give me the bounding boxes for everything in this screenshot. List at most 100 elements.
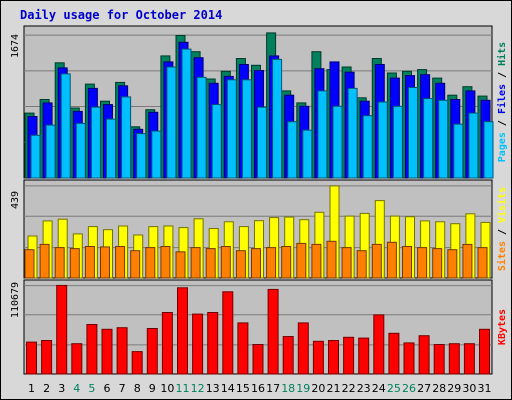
bar-kbytes-26 — [403, 342, 415, 375]
bar-sites-6 — [100, 246, 110, 279]
day-label-20: 20 — [311, 382, 325, 395]
bar-sites-9 — [145, 247, 156, 279]
series-pages — [30, 48, 494, 179]
bar-kbytes-2 — [41, 340, 53, 375]
bar-sites-21 — [326, 240, 337, 279]
bar-pages-14 — [226, 79, 237, 179]
bar-kbytes-27 — [418, 335, 430, 375]
bar-kbytes-28 — [433, 344, 445, 375]
bar-kbytes-8 — [131, 351, 143, 375]
bar-sites-28 — [432, 248, 443, 279]
day-label-29: 29 — [447, 382, 461, 395]
panel-visits_sites: 439 Sites / Visits — [10, 179, 508, 279]
bar-sites-24 — [371, 243, 382, 279]
day-label-16: 16 — [251, 382, 265, 395]
bar-sites-25 — [386, 241, 397, 279]
bar-sites-31 — [477, 247, 488, 279]
bar-kbytes-25 — [388, 332, 400, 375]
bar-sites-1 — [24, 249, 35, 279]
bar-pages-2 — [45, 124, 56, 179]
bar-pages-8 — [136, 133, 147, 179]
bar-pages-18 — [287, 121, 298, 179]
bar-kbytes-17 — [267, 288, 279, 375]
bar-sites-12 — [190, 247, 201, 279]
day-label-6: 6 — [104, 382, 111, 395]
y-max-label: 1674 — [10, 34, 21, 58]
bar-pages-10 — [166, 66, 177, 179]
bar-sites-10 — [160, 246, 171, 279]
legend-entry: Sites — [496, 241, 508, 271]
bar-pages-31 — [483, 121, 494, 179]
bar-pages-15 — [241, 79, 252, 179]
bar-sites-3 — [54, 247, 65, 279]
bar-sites-20 — [311, 243, 322, 279]
series-sites — [24, 240, 488, 279]
bar-sites-8 — [130, 250, 141, 279]
day-label-22: 22 — [342, 382, 356, 395]
bar-pages-5 — [90, 106, 101, 179]
bar-pages-24 — [377, 101, 388, 179]
bar-kbytes-15 — [237, 322, 249, 375]
day-label-8: 8 — [134, 382, 141, 395]
bar-pages-28 — [438, 99, 449, 179]
bar-kbytes-21 — [328, 340, 339, 375]
day-label-9: 9 — [149, 382, 156, 395]
bar-kbytes-5 — [86, 324, 98, 375]
bar-pages-23 — [362, 115, 373, 179]
bar-pages-26 — [408, 87, 418, 179]
legend-entry: Pages — [497, 132, 508, 162]
legend-entry: Files — [496, 84, 508, 114]
day-label-13: 13 — [206, 382, 220, 395]
bar-pages-27 — [423, 98, 434, 179]
day-label-14: 14 — [221, 382, 235, 395]
day-label-12: 12 — [191, 382, 205, 395]
bar-kbytes-7 — [116, 327, 128, 375]
day-label-30: 30 — [462, 382, 476, 395]
bar-kbytes-29 — [448, 343, 460, 375]
day-label-23: 23 — [357, 382, 371, 395]
bar-sites-15 — [235, 250, 246, 279]
bar-sites-30 — [462, 243, 473, 279]
bar-kbytes-24 — [373, 314, 385, 375]
bar-pages-7 — [121, 96, 132, 179]
bar-sites-11 — [175, 251, 186, 279]
legend-entry: / — [497, 66, 508, 84]
day-label-31: 31 — [478, 382, 492, 395]
legend-entry: Hits — [496, 42, 508, 66]
y-max-label: 110679 — [10, 282, 21, 318]
bar-sites-5 — [84, 246, 95, 279]
bar-pages-13 — [211, 104, 222, 179]
day-label-28: 28 — [432, 382, 446, 395]
bar-kbytes-13 — [207, 312, 219, 375]
bar-kbytes-10 — [161, 312, 173, 375]
bar-pages-29 — [453, 123, 464, 179]
bar-kbytes-23 — [358, 337, 370, 375]
day-label-19: 19 — [296, 382, 310, 395]
series-legend: Sites / Visits — [496, 187, 508, 271]
bar-kbytes-1 — [26, 341, 37, 375]
bar-pages-22 — [347, 87, 358, 179]
day-label-7: 7 — [119, 382, 126, 395]
bar-kbytes-9 — [146, 328, 158, 375]
bar-sites-23 — [356, 250, 367, 279]
bar-kbytes-20 — [312, 340, 324, 375]
day-label-17: 17 — [266, 382, 280, 395]
bar-sites-7 — [115, 246, 126, 279]
day-label-18: 18 — [281, 382, 295, 395]
bar-pages-21 — [332, 105, 343, 179]
bar-sites-14 — [220, 246, 231, 279]
bar-sites-26 — [402, 246, 412, 279]
day-label-2: 2 — [43, 382, 50, 395]
chart-panels: 1674 Pages / Files / Hits 439 Sites / Visit… — [10, 25, 508, 375]
day-label-1: 1 — [28, 382, 35, 395]
series-kbytes — [26, 284, 490, 375]
day-label-10: 10 — [160, 382, 174, 395]
bar-pages-1 — [30, 134, 41, 179]
day-labels: 1 2 3 4 5 6 7 8 9 10 11 12 13 14 15 16 17 18 19 20 21 22 23 24 2… — [28, 382, 492, 395]
bar-kbytes-3 — [56, 284, 68, 375]
bar-pages-6 — [106, 118, 116, 179]
bar-pages-11 — [181, 48, 192, 179]
bar-pages-9 — [151, 130, 162, 179]
